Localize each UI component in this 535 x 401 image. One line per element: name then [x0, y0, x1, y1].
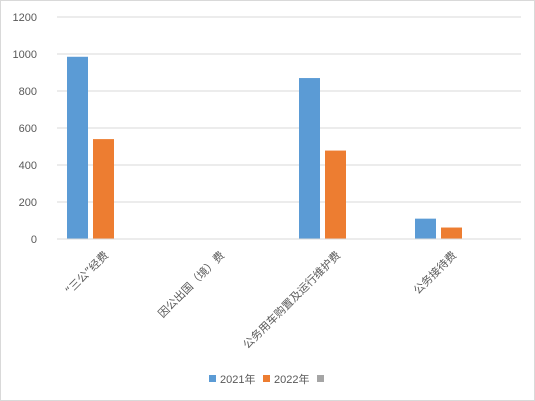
bar-2022年-0: [93, 139, 114, 239]
x-axis-labels: “三公”经费 因公出国（境）费 公务用车购置及运行维护费 公务接待费: [63, 248, 459, 351]
y-tick-label: 1200: [13, 12, 37, 24]
legend-swatch: [317, 375, 324, 382]
y-tick-label: 600: [19, 123, 37, 135]
legend-swatch: [263, 375, 270, 382]
category-label: 公务用车购置及运行维护费: [240, 248, 343, 351]
bar-2021年-2: [299, 78, 320, 239]
category-label: 因公出国（境）费: [155, 248, 227, 320]
bar-2021年-3: [415, 218, 436, 239]
bar-2022年-3: [441, 227, 462, 239]
gridlines: [57, 16, 521, 203]
y-axis-ticks: 0 200 400 600 800 1000 1200: [13, 12, 37, 246]
bars: [67, 56, 462, 240]
legend-label: 2022年: [274, 372, 309, 386]
y-tick-label: 800: [19, 86, 37, 98]
y-tick-label: 1000: [13, 49, 37, 61]
legend-label: 2021年: [220, 372, 255, 386]
y-tick-label: 200: [19, 197, 37, 209]
legend: 2021年 2022年: [209, 372, 324, 386]
category-label: 公务接待费: [410, 248, 459, 297]
category-label: “三公”经费: [63, 249, 111, 297]
y-tick-label: 400: [19, 160, 37, 172]
bar-2021年-0: [67, 56, 88, 240]
legend-swatch: [209, 375, 216, 382]
y-tick-label: 0: [31, 234, 37, 246]
bar-2022年-2: [325, 150, 346, 239]
